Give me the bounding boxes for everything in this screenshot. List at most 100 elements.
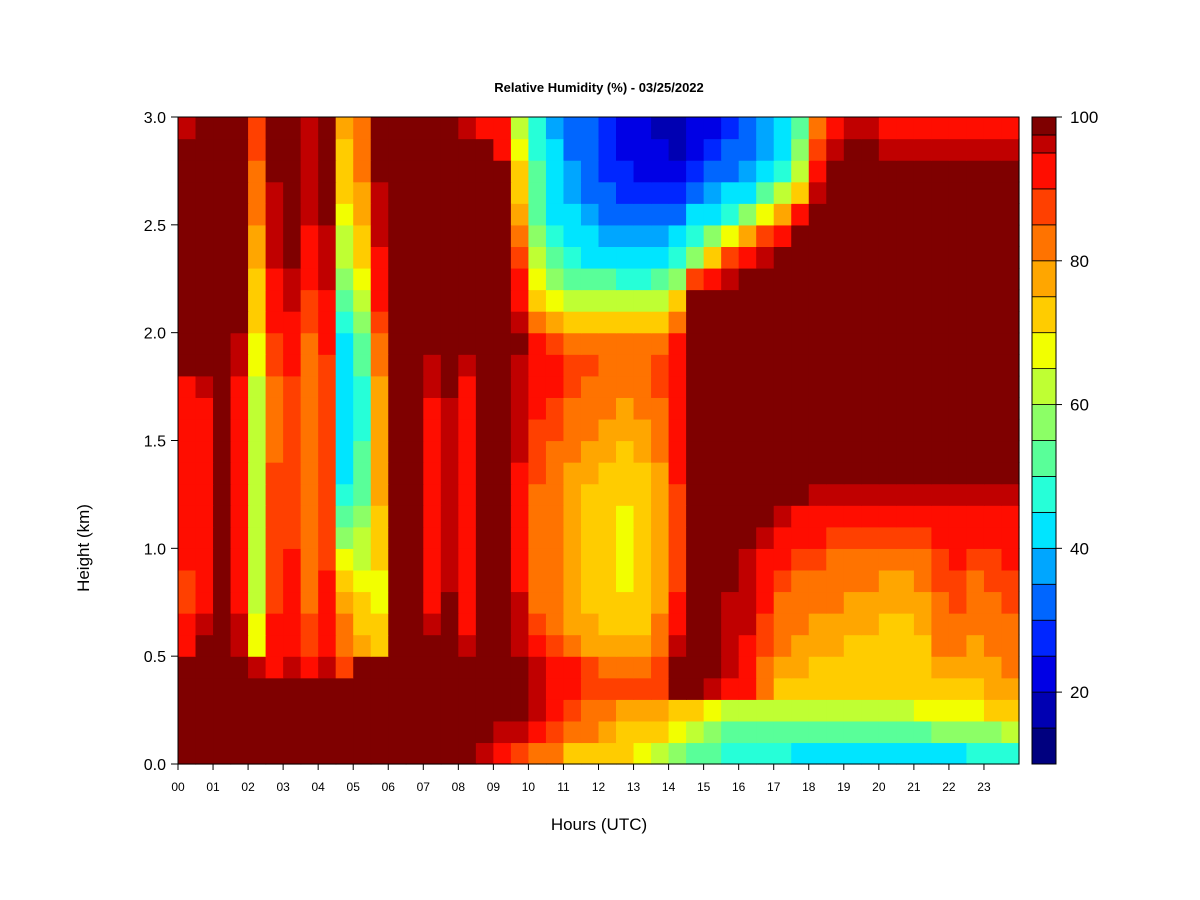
heatmap-cell bbox=[773, 462, 792, 485]
heatmap-cell bbox=[493, 160, 512, 183]
heatmap-cell bbox=[353, 548, 372, 571]
heatmap-cell bbox=[738, 160, 757, 183]
heatmap-cell bbox=[440, 311, 459, 334]
heatmap-cell bbox=[633, 160, 652, 183]
heatmap-cell bbox=[493, 742, 512, 765]
heatmap-cell bbox=[458, 397, 477, 420]
heatmap-cell bbox=[703, 483, 722, 506]
heatmap-cell bbox=[668, 440, 687, 463]
heatmap-cell bbox=[335, 526, 354, 549]
heatmap-cell bbox=[335, 354, 354, 377]
heatmap-cell bbox=[195, 224, 214, 247]
heatmap-cell bbox=[808, 267, 827, 291]
heatmap-cell bbox=[983, 613, 1003, 636]
heatmap-cell bbox=[353, 742, 372, 765]
heatmap-cell bbox=[405, 397, 424, 420]
y-tick-label: 3.0 bbox=[144, 110, 166, 127]
heatmap-cell bbox=[423, 656, 442, 679]
heatmap-cell bbox=[668, 160, 687, 183]
heatmap-cell bbox=[265, 311, 284, 334]
heatmap-cell bbox=[178, 569, 197, 593]
heatmap-cell bbox=[808, 354, 827, 377]
heatmap-cell bbox=[370, 289, 389, 312]
heatmap-cell bbox=[791, 203, 810, 226]
heatmap-cell bbox=[405, 311, 424, 334]
heatmap-cell bbox=[195, 656, 214, 679]
colorbar-level bbox=[1031, 224, 1057, 262]
heatmap-cell bbox=[545, 267, 565, 291]
heatmap-cell bbox=[913, 720, 932, 744]
heatmap-cell bbox=[896, 483, 915, 506]
heatmap-cell bbox=[896, 138, 915, 161]
heatmap-cell bbox=[405, 418, 424, 442]
heatmap-cell bbox=[580, 656, 600, 679]
heatmap-cell bbox=[686, 613, 705, 636]
heatmap-cell bbox=[703, 181, 722, 204]
heatmap-cell bbox=[195, 397, 214, 420]
heatmap-cell bbox=[616, 354, 635, 377]
heatmap-cell bbox=[388, 548, 407, 571]
heatmap-cell bbox=[1001, 613, 1020, 636]
heatmap-cell bbox=[616, 699, 635, 722]
heatmap-cell bbox=[948, 720, 968, 744]
heatmap-cell bbox=[983, 634, 1003, 657]
heatmap-cell bbox=[633, 677, 652, 700]
heatmap-cell bbox=[738, 138, 757, 161]
heatmap-cell bbox=[510, 656, 530, 679]
heatmap-cell bbox=[230, 418, 249, 442]
heatmap-cell bbox=[370, 117, 389, 140]
y-tick-label: 2.0 bbox=[144, 326, 166, 343]
x-tick-label: 16 bbox=[732, 780, 746, 794]
heatmap-cell bbox=[913, 117, 932, 140]
heatmap-cell bbox=[405, 289, 424, 312]
heatmap-cell bbox=[738, 720, 757, 744]
heatmap-cell bbox=[178, 289, 197, 312]
heatmap-cell bbox=[826, 634, 845, 657]
heatmap-cell bbox=[300, 569, 319, 593]
heatmap-cell bbox=[773, 613, 792, 636]
heatmap-cell bbox=[423, 418, 442, 442]
heatmap-cell bbox=[545, 289, 565, 312]
heatmap-cell bbox=[580, 354, 600, 377]
heatmap-cell bbox=[493, 181, 512, 204]
heatmap-cell bbox=[773, 354, 792, 377]
heatmap-cell bbox=[808, 138, 827, 161]
heatmap-cell bbox=[335, 634, 354, 657]
heatmap-cell bbox=[213, 267, 232, 291]
heatmap-cell bbox=[948, 440, 968, 463]
heatmap-cell bbox=[213, 440, 232, 463]
heatmap-cell bbox=[213, 289, 232, 312]
heatmap-cell bbox=[493, 656, 512, 679]
heatmap-cell bbox=[808, 117, 827, 140]
heatmap-cell bbox=[580, 526, 600, 549]
x-tick-label: 03 bbox=[276, 780, 290, 794]
heatmap-cell bbox=[703, 203, 722, 226]
heatmap-cell bbox=[861, 462, 880, 485]
heatmap-cell bbox=[598, 181, 617, 204]
heatmap-cell bbox=[756, 440, 775, 463]
heatmap-cell bbox=[686, 375, 705, 398]
heatmap-cell bbox=[738, 224, 757, 247]
heatmap-cell bbox=[405, 634, 424, 657]
heatmap-cell bbox=[528, 418, 547, 442]
heatmap-cell bbox=[826, 720, 845, 744]
heatmap-cell bbox=[458, 311, 477, 334]
heatmap-cell bbox=[265, 483, 284, 506]
heatmap-cell bbox=[475, 117, 494, 140]
heatmap-cell bbox=[318, 483, 337, 506]
colorbar-tick-label: 60 bbox=[1070, 396, 1089, 415]
heatmap-cell bbox=[878, 289, 897, 312]
heatmap-cell bbox=[440, 505, 459, 528]
heatmap-cell bbox=[475, 311, 494, 334]
heatmap-cell bbox=[423, 569, 442, 593]
heatmap-cell bbox=[913, 332, 932, 355]
heatmap-cell bbox=[931, 591, 950, 614]
heatmap-cell bbox=[616, 440, 635, 463]
heatmap-cell bbox=[230, 289, 249, 312]
heatmap-cell bbox=[405, 483, 424, 506]
heatmap-cell bbox=[283, 462, 302, 485]
heatmap-cell bbox=[721, 397, 740, 420]
heatmap-cell bbox=[230, 505, 249, 528]
heatmap-cell bbox=[563, 311, 582, 334]
heatmap-cell bbox=[861, 699, 880, 722]
